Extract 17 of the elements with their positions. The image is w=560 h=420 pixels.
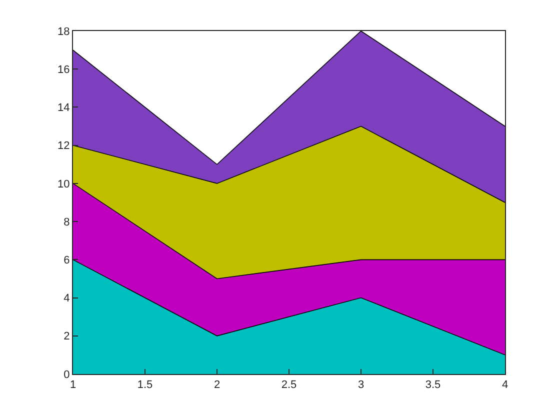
y-tick-label: 2 xyxy=(64,330,70,343)
y-tick-label: 12 xyxy=(58,140,70,152)
x-tick-label: 1 xyxy=(70,379,76,392)
x-tick-label: 3.5 xyxy=(425,379,441,392)
y-tick-label: 6 xyxy=(64,254,70,267)
x-tick-label: 4 xyxy=(502,379,508,392)
y-tick-label: 0 xyxy=(64,368,70,381)
y-tick-label: 16 xyxy=(58,64,70,76)
x-tick-label: 3 xyxy=(358,379,364,392)
x-tick-label: 1.5 xyxy=(137,379,153,392)
y-tick-label: 4 xyxy=(64,292,70,305)
y-tick-label: 8 xyxy=(64,216,70,228)
y-tick-label: 10 xyxy=(58,178,70,190)
x-tick-label: 2.5 xyxy=(281,379,297,392)
y-tick-label: 18 xyxy=(58,26,70,38)
y-tick-label: 14 xyxy=(58,102,70,114)
x-tick-label: 2 xyxy=(214,379,220,392)
